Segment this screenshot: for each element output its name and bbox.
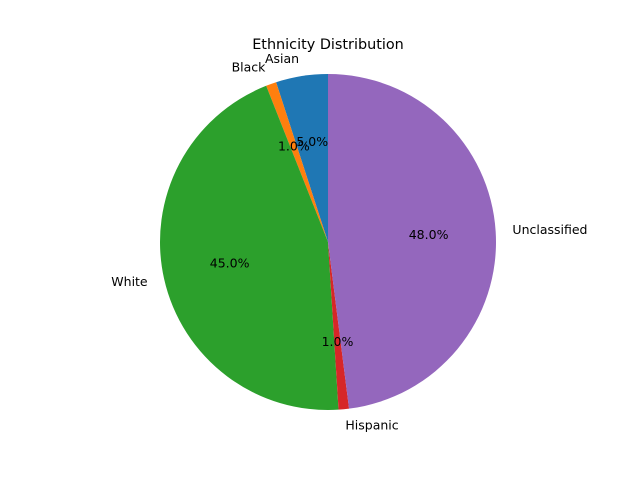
pie-slice-black — [266, 82, 328, 242]
percent-labels: 5.0%1.0%45.0%1.0%48.0% — [210, 134, 449, 349]
chart-title: Ethnicity Distribution — [252, 37, 404, 53]
pie-slice-asian — [276, 74, 328, 242]
pie-slice-unclassified — [328, 74, 497, 409]
percent-label-asian: 5.0% — [296, 134, 328, 149]
percent-label-white: 45.0% — [210, 255, 250, 270]
slice-label-white: White — [111, 274, 148, 289]
pie-slice-white — [159, 85, 339, 411]
pie-slice-hispanic — [328, 242, 350, 410]
slice-label-black: Black — [232, 60, 267, 75]
percent-label-hispanic: 1.0% — [322, 334, 354, 349]
slice-label-asian: Asian — [265, 51, 299, 66]
pie-slices — [159, 74, 497, 411]
slice-label-unclassified: Unclassified — [512, 222, 587, 237]
slice-label-hispanic: Hispanic — [345, 417, 398, 432]
percent-label-black: 1.0% — [278, 139, 310, 154]
percent-label-unclassified: 48.0% — [409, 227, 449, 242]
